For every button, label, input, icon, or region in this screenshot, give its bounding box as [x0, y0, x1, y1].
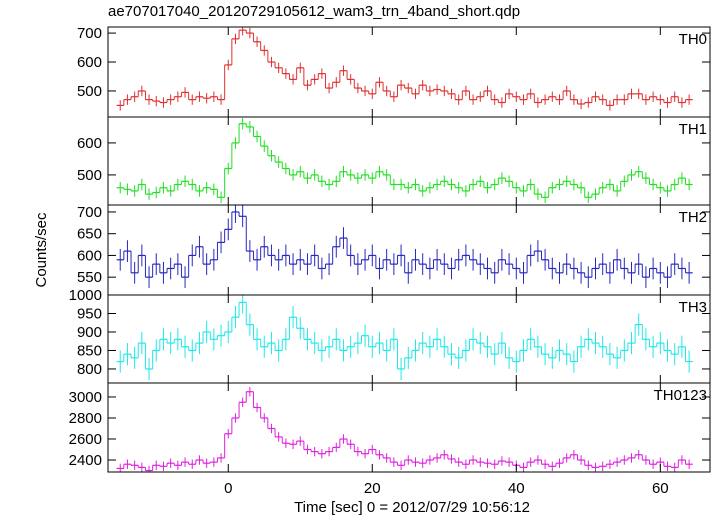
- panel-frame: [107, 204, 711, 296]
- x-axis-label: Time [sec] 0 = 2012/07/29 10:56:12: [294, 499, 530, 516]
- y-tick-label: 950: [77, 305, 102, 322]
- y-tick-label: 1000: [69, 287, 102, 304]
- x-tick-label: 40: [508, 480, 525, 497]
- panel-label: TH0: [679, 31, 707, 48]
- y-tick-label: 3000: [69, 389, 102, 406]
- panel-frame: [107, 382, 711, 473]
- y-axis-label: Counts/sec: [33, 212, 50, 288]
- y-tick-label: 2400: [69, 452, 102, 469]
- panel-label: TH0123: [654, 387, 707, 404]
- y-tick-label: 2600: [69, 431, 102, 448]
- panel-frame: [107, 26, 711, 118]
- y-tick-label: 850: [77, 342, 102, 359]
- y-tick-label: 500: [77, 83, 102, 100]
- y-tick-label: 900: [77, 324, 102, 341]
- x-tick-label: 0: [224, 480, 232, 497]
- panel-label: TH2: [679, 209, 707, 226]
- panel-frame: [107, 116, 711, 206]
- y-tick-label: 650: [77, 226, 102, 243]
- panel-label: TH1: [679, 121, 707, 138]
- x-tick-label: 60: [652, 480, 669, 497]
- y-tick-label: 800: [77, 361, 102, 378]
- y-tick-label: 700: [77, 204, 102, 221]
- y-tick-label: 2800: [69, 410, 102, 427]
- y-tick-label: 600: [77, 135, 102, 152]
- x-tick-label: 20: [364, 480, 381, 497]
- panel-label: TH3: [679, 299, 707, 316]
- panel-frame: [107, 294, 711, 384]
- chart-title: ae707017040_20120729105612_wam3_trn_4ban…: [108, 3, 520, 20]
- y-tick-label: 550: [77, 269, 102, 286]
- y-tick-label: 500: [77, 167, 102, 184]
- y-tick-label: 600: [77, 54, 102, 71]
- y-tick-label: 700: [77, 25, 102, 42]
- y-tick-label: 600: [77, 247, 102, 264]
